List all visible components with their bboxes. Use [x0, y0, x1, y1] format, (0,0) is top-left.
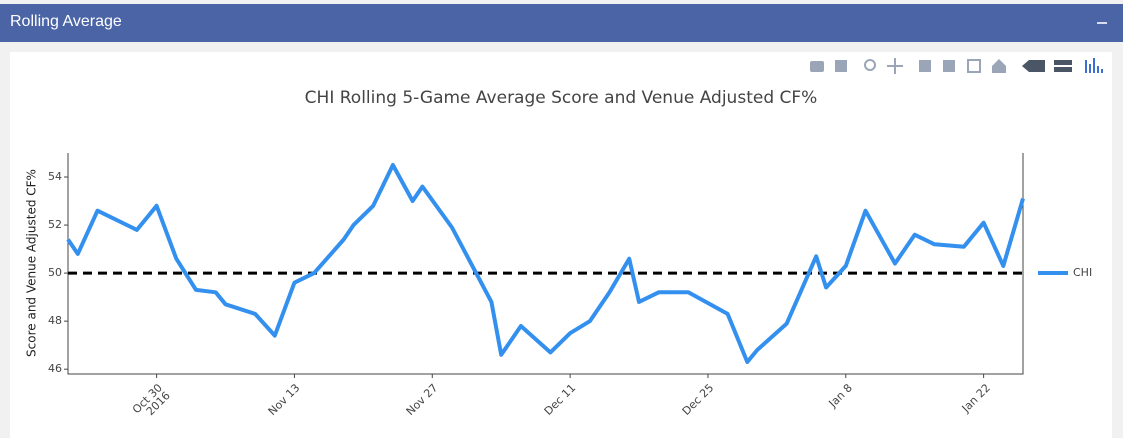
save-icon[interactable] — [835, 60, 847, 72]
panel-body: CHI Rolling 5-Game Average Score and Ven… — [10, 52, 1112, 438]
pan-icon[interactable] — [887, 58, 903, 74]
panel-header: Rolling Average — [0, 4, 1123, 42]
chart: CHI Rolling 5-Game Average Score and Ven… — [25, 58, 1103, 378]
zoom-in-icon[interactable] — [919, 60, 931, 72]
y-tick-label: 54 — [48, 170, 62, 183]
series-line — [66, 163, 1025, 364]
legend-label: CHI — [1073, 266, 1092, 279]
zoom-icon[interactable] — [864, 59, 876, 71]
y-axis-label: Score and Venue Adjusted CF% — [25, 169, 39, 357]
zoom-out-icon[interactable] — [943, 60, 955, 72]
y-tick-label: 46 — [48, 362, 62, 375]
y-tick-label: 48 — [48, 314, 62, 327]
y-tick-label: 52 — [48, 218, 62, 231]
collapse-button[interactable] — [1097, 22, 1107, 24]
chart-title: CHI Rolling 5-Game Average Score and Ven… — [305, 88, 818, 108]
camera-icon[interactable] — [810, 61, 824, 72]
plotly-logo[interactable] — [1085, 58, 1103, 73]
y-tick-label: 50 — [48, 266, 62, 279]
hover-compare-icon-2[interactable] — [1054, 67, 1072, 72]
plot-frame — [67, 153, 1024, 375]
modebar — [810, 58, 1103, 74]
reset-icon[interactable] — [992, 59, 1006, 73]
autoscale-icon[interactable] — [967, 59, 981, 73]
panel-title: Rolling Average — [10, 13, 122, 30]
hover-compare-icon[interactable] — [1054, 60, 1072, 65]
hover-closest-icon[interactable] — [1022, 60, 1045, 72]
